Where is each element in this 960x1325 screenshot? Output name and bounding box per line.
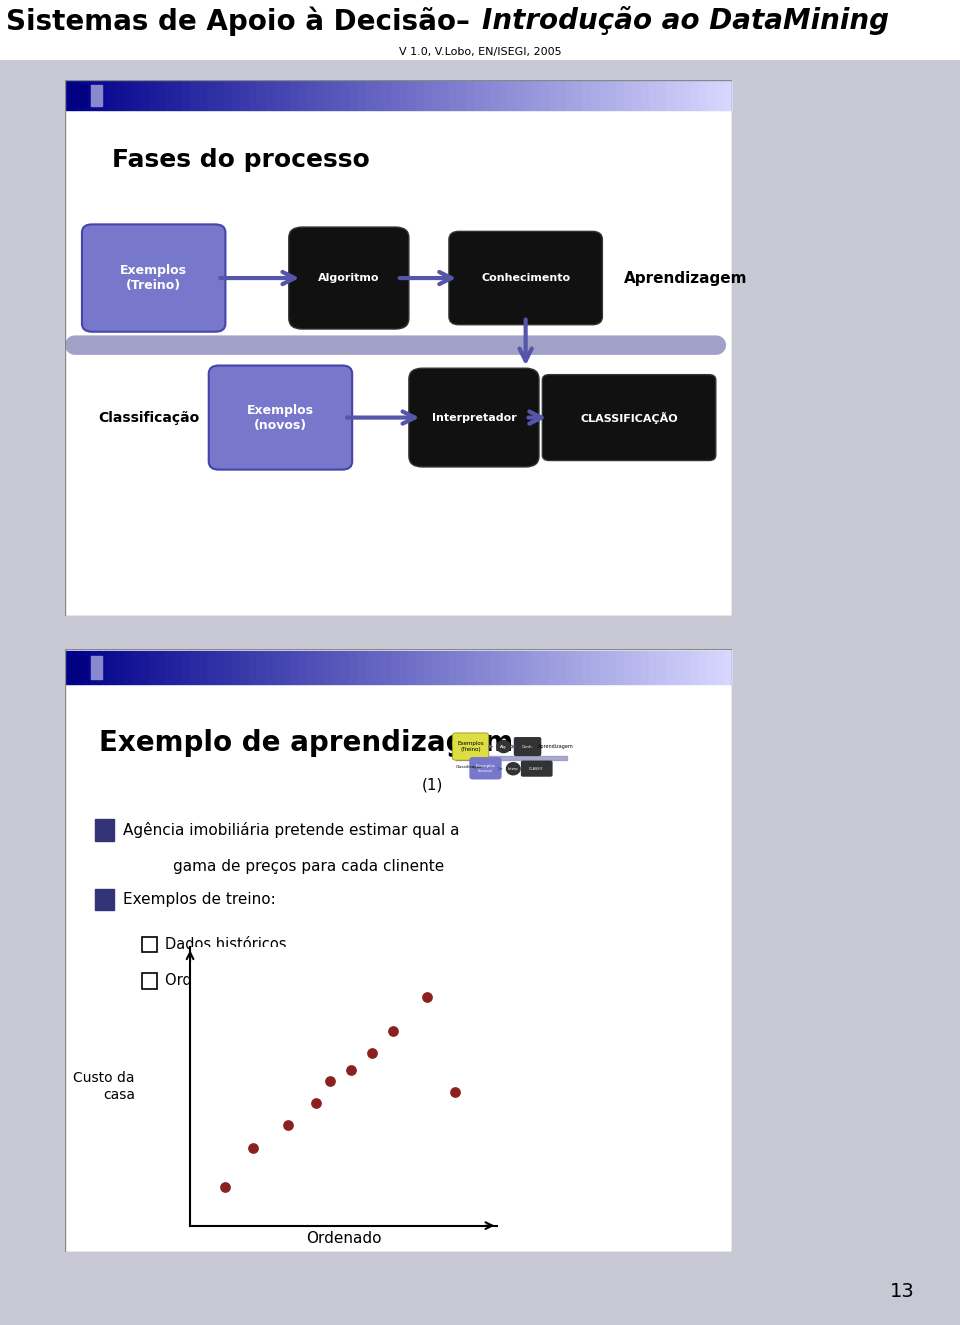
- Text: Classificação: Classificação: [456, 765, 482, 768]
- FancyBboxPatch shape: [452, 733, 489, 761]
- Point: [343, 1059, 358, 1080]
- Bar: [95, 819, 114, 841]
- Point: [420, 987, 435, 1008]
- Text: Exemplo de aprendizagem: Exemplo de aprendizagem: [99, 729, 513, 757]
- Bar: [142, 937, 156, 953]
- Text: Exemplos
(Treino): Exemplos (Treino): [120, 264, 187, 292]
- Bar: [91, 85, 103, 106]
- Text: Exemplos de treino:: Exemplos de treino:: [123, 892, 276, 906]
- Text: Fases do processo: Fases do processo: [112, 148, 370, 172]
- Text: Exemplos
(novos): Exemplos (novos): [475, 765, 495, 772]
- Point: [447, 1081, 463, 1102]
- Text: Conhecimento: Conhecimento: [481, 273, 570, 284]
- Bar: [95, 889, 114, 910]
- Point: [385, 1020, 400, 1041]
- Text: Alg: Alg: [500, 745, 507, 749]
- Text: Conh.: Conh.: [521, 745, 534, 749]
- Text: Algoritmo: Algoritmo: [318, 273, 379, 284]
- Ellipse shape: [506, 762, 520, 775]
- Text: gama de preços para cada clinente: gama de preços para cada clinente: [174, 859, 444, 873]
- Text: CLASSIF.: CLASSIF.: [529, 767, 544, 771]
- Text: 13: 13: [890, 1283, 915, 1301]
- Text: Dados históricos: Dados históricos: [165, 937, 287, 953]
- Text: Aprendizagem: Aprendizagem: [538, 745, 574, 749]
- FancyBboxPatch shape: [208, 366, 352, 469]
- Text: Sistemas de Apoio à Decisão–: Sistemas de Apoio à Decisão–: [7, 7, 480, 36]
- FancyBboxPatch shape: [82, 224, 226, 331]
- Text: Introdução ao DataMining: Introdução ao DataMining: [482, 7, 889, 36]
- Point: [280, 1114, 296, 1136]
- FancyBboxPatch shape: [449, 232, 602, 325]
- Point: [217, 1177, 232, 1198]
- FancyBboxPatch shape: [469, 757, 502, 779]
- Text: Interp: Interp: [508, 767, 518, 771]
- FancyBboxPatch shape: [289, 227, 409, 329]
- Text: Exemplos
(Treino): Exemplos (Treino): [457, 741, 484, 753]
- Text: Exemplos
(novos): Exemplos (novos): [247, 404, 314, 432]
- Ellipse shape: [496, 739, 511, 754]
- Text: Classificação: Classificação: [99, 411, 200, 424]
- Bar: [142, 973, 156, 988]
- Text: Agência imobiliária pretende estimar qual a: Agência imobiliária pretende estimar qua…: [123, 822, 460, 839]
- X-axis label: Ordenado: Ordenado: [306, 1231, 381, 1247]
- Text: Interpretador: Interpretador: [432, 412, 516, 423]
- Point: [322, 1071, 337, 1092]
- Point: [364, 1043, 379, 1064]
- Text: Ordenado vs custos de casas compradas: Ordenado vs custos de casas compradas: [165, 974, 466, 988]
- Text: Aprendizagem: Aprendizagem: [624, 270, 748, 286]
- FancyBboxPatch shape: [409, 368, 539, 466]
- Point: [308, 1093, 324, 1114]
- FancyBboxPatch shape: [514, 737, 541, 757]
- Text: (1): (1): [421, 778, 443, 792]
- Bar: [91, 656, 103, 680]
- Text: CLASSIFICAÇÃO: CLASSIFICAÇÃO: [580, 412, 678, 424]
- Bar: [68, 656, 87, 680]
- FancyBboxPatch shape: [521, 761, 553, 776]
- Bar: [68, 85, 87, 106]
- FancyBboxPatch shape: [542, 375, 716, 461]
- Point: [245, 1137, 260, 1158]
- Y-axis label: Custo da
casa: Custo da casa: [73, 1072, 134, 1101]
- Text: V 1.0, V.Lobo, EN/ISEGI, 2005: V 1.0, V.Lobo, EN/ISEGI, 2005: [398, 48, 562, 57]
